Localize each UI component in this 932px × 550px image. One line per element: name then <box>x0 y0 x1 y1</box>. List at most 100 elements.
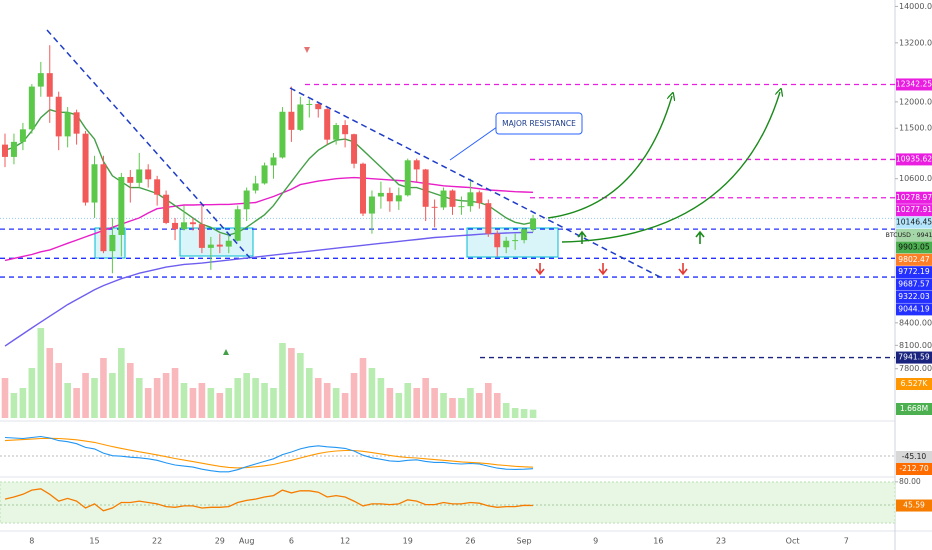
volume-bar <box>476 393 483 418</box>
candle-body <box>91 164 98 203</box>
price-tag <box>896 216 932 229</box>
price-tag-label: 9802.47 <box>898 255 930 264</box>
volume-bar <box>153 378 161 418</box>
volume-bar <box>493 393 501 418</box>
price-tag <box>896 290 932 303</box>
volume-bar <box>404 383 412 418</box>
price-tag-label: 7941.59 <box>898 353 930 362</box>
volume-bar <box>341 393 349 418</box>
candle-body <box>154 179 161 195</box>
volume-bar <box>368 368 376 418</box>
price-tag-label: 10146.45 <box>896 218 932 227</box>
volume-bar <box>449 398 456 418</box>
candle-body <box>82 133 89 203</box>
candle-body <box>431 206 438 208</box>
candle-body <box>172 222 179 230</box>
volume-bar <box>127 363 134 418</box>
volume-bar <box>55 363 62 418</box>
volume-bar <box>46 348 54 418</box>
candle-body <box>342 125 349 135</box>
price-tag <box>896 451 932 463</box>
volume-bar <box>279 343 286 418</box>
volume-bar <box>485 383 492 418</box>
marker-triangle <box>223 349 229 355</box>
up-arrow <box>577 230 587 244</box>
volume-bar <box>306 368 313 418</box>
rsi-line <box>4 488 534 512</box>
candle-body <box>368 196 375 214</box>
support-box <box>179 227 254 257</box>
volume-bar <box>297 353 304 418</box>
candle-body <box>181 222 187 230</box>
y-tick-label: 13200.00 <box>899 38 932 47</box>
volume-bar <box>198 383 206 418</box>
price-tag-label: 10277.91 <box>896 205 932 214</box>
volume-bar <box>189 388 197 418</box>
candle-body <box>449 190 456 207</box>
price-tag <box>896 351 932 364</box>
price-tag-label: 1.668M <box>900 404 928 413</box>
x-tick-label: 7 <box>844 537 849 546</box>
volume-bar <box>100 358 107 418</box>
candle-body <box>136 169 143 183</box>
volume-bar <box>234 378 241 418</box>
volume-bar <box>431 388 438 418</box>
price-tag-label: 10278.97 <box>896 193 932 202</box>
volume-bar <box>261 383 268 418</box>
candle-body <box>216 244 223 247</box>
x-tick-label: 22 <box>152 537 162 546</box>
marker-triangle <box>304 47 310 53</box>
price-tag-label: 12342.25 <box>896 79 932 88</box>
candle-body <box>467 192 474 207</box>
volume-bar <box>502 403 510 418</box>
volume-bar <box>413 388 420 418</box>
price-tag <box>896 303 932 316</box>
price-tag <box>896 463 932 475</box>
price-tag-label: 9687.57 <box>898 280 930 289</box>
candle-body <box>207 244 214 248</box>
volume-bar <box>82 373 89 418</box>
candle-body <box>127 176 134 183</box>
moving-average-line <box>4 176 534 262</box>
trend-line <box>46 29 251 259</box>
candle-body <box>476 192 483 204</box>
volume-bar <box>511 408 519 418</box>
price-tag <box>896 378 932 390</box>
candle-body <box>145 169 152 180</box>
volume-bar <box>144 388 152 418</box>
volume-bar <box>207 388 215 418</box>
price-tag-label: 6.527K <box>901 379 929 388</box>
candle-body <box>100 164 107 252</box>
candle-body <box>163 194 170 223</box>
price-tag <box>896 241 932 254</box>
projection-arrow <box>561 92 780 243</box>
volume-bar <box>359 358 367 418</box>
candle-body <box>288 111 295 130</box>
volume-bar <box>350 373 358 418</box>
down-arrow <box>535 263 545 276</box>
candle-body <box>306 103 313 105</box>
volume-bar <box>323 383 331 418</box>
projection-arrow <box>547 96 672 219</box>
volume-bar <box>332 388 340 418</box>
candle-body <box>297 104 304 130</box>
volume-bar <box>73 388 80 418</box>
x-tick-label: 29 <box>215 537 225 546</box>
candle-body <box>333 125 340 140</box>
candle-body <box>225 240 232 247</box>
x-tick-label: 6 <box>289 537 294 546</box>
x-tick-label: 26 <box>465 537 475 546</box>
candle-body <box>512 240 519 242</box>
volume-bar <box>180 383 188 418</box>
candle-body <box>440 190 447 208</box>
volume-bar <box>64 383 71 418</box>
x-tick-label: 19 <box>403 537 413 546</box>
volume-bar <box>118 348 125 418</box>
candle-body <box>530 218 537 230</box>
price-tag-label: BTCUSD · 9941.72 <box>886 232 932 239</box>
candle-body <box>37 73 44 87</box>
price-tag-label: -45.10 <box>902 452 927 461</box>
volume-bar <box>28 368 36 418</box>
